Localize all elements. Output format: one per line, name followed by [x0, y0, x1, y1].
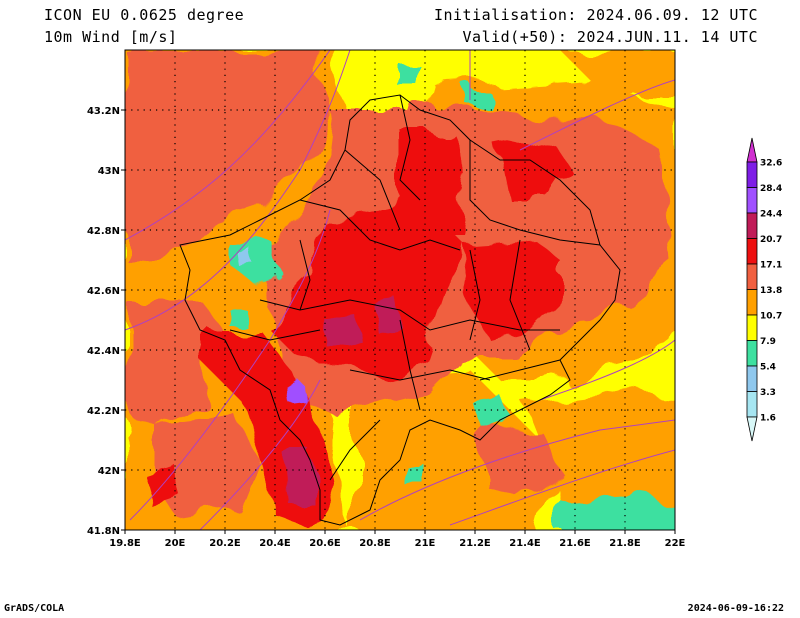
lon-tick-label: 21.2E	[459, 538, 491, 549]
colorbar-level-label: 13.8	[760, 286, 782, 296]
lon-tick-label: 20.4E	[259, 538, 291, 549]
lon-tick-label: 21E	[415, 538, 436, 549]
longitude-axis: 19.8E 20E 20.2E 20.4E 20.6E 20.8E 21E 21.2E 21.4…	[109, 530, 686, 549]
colorbar-level-label: 17.1	[760, 261, 782, 271]
colorbar-level-label: 28.4	[760, 184, 782, 194]
colorbar-segment	[746, 161, 758, 188]
lon-tick-label: 21.4E	[509, 538, 541, 549]
colorbar-level-label: 3.3	[760, 388, 776, 398]
colorbar-level-label: 32.6	[760, 159, 782, 169]
colorbar-level-label: 10.7	[760, 312, 782, 322]
lat-tick-label: 41.8N	[87, 526, 120, 537]
colorbar-level-label: 24.4	[760, 210, 782, 220]
colorbar-level-label: 5.4	[760, 363, 776, 373]
render-timestamp: 2024-06-09-16:22	[687, 603, 784, 614]
map-variable: 10m Wind [m/s]	[44, 28, 178, 46]
colorbar-level-label: 1.6	[760, 414, 776, 424]
colorbar-segment	[746, 187, 758, 214]
lat-tick-label: 43.2N	[87, 106, 120, 117]
lon-tick-label: 21.8E	[609, 538, 641, 549]
lat-tick-label: 42.8N	[87, 226, 120, 237]
colorbar-segment	[746, 340, 758, 367]
lon-tick-label: 20.2E	[209, 538, 241, 549]
colorbar-segment	[746, 212, 758, 239]
lon-tick-label: 20E	[165, 538, 186, 549]
colorbar-segment	[746, 238, 758, 265]
colorbar-bottom-arrow	[746, 416, 758, 442]
wind-field	[125, 50, 675, 530]
colorbar-level-label: 7.9	[760, 337, 776, 347]
colorbar-segment	[746, 314, 758, 341]
map-title: ICON EU 0.0625 degree	[44, 6, 245, 24]
colorbar-segment	[746, 289, 758, 316]
colorbar: 1.6 3.3 5.4 7.9 10.7 13.8 17.1 20.7 24.4 28.4 32.6	[746, 137, 782, 442]
colorbar-top-arrow	[746, 137, 758, 163]
lat-tick-label: 42.4N	[87, 346, 120, 357]
lon-tick-label: 22E	[665, 538, 686, 549]
lon-tick-label: 19.8E	[109, 538, 141, 549]
lat-tick-label: 42N	[98, 466, 120, 477]
initialisation-time: Initialisation: 2024.06.09. 12 UTC	[433, 6, 758, 24]
lat-tick-label: 43N	[98, 166, 120, 177]
lon-tick-label: 20.8E	[359, 538, 391, 549]
streamlines	[125, 50, 675, 530]
latitude-axis: 41.8N 42N 42.2N 42.4N 42.6N 42.8N 43N 43.2N	[87, 106, 125, 537]
borders	[179, 94, 621, 526]
lat-tick-label: 42.2N	[87, 406, 120, 417]
colorbar-level-label: 20.7	[760, 235, 782, 245]
colorbar-segment	[746, 365, 758, 392]
lon-tick-label: 20.6E	[309, 538, 341, 549]
lat-tick-label: 42.6N	[87, 286, 120, 297]
colorbar-segment	[746, 391, 758, 418]
colorbar-segment	[746, 263, 758, 290]
credit-label: GrADS/COLA	[4, 603, 65, 614]
valid-time: Valid(+50): 2024.JUN.11. 14 UTC	[462, 28, 758, 46]
lon-tick-label: 21.6E	[559, 538, 591, 549]
